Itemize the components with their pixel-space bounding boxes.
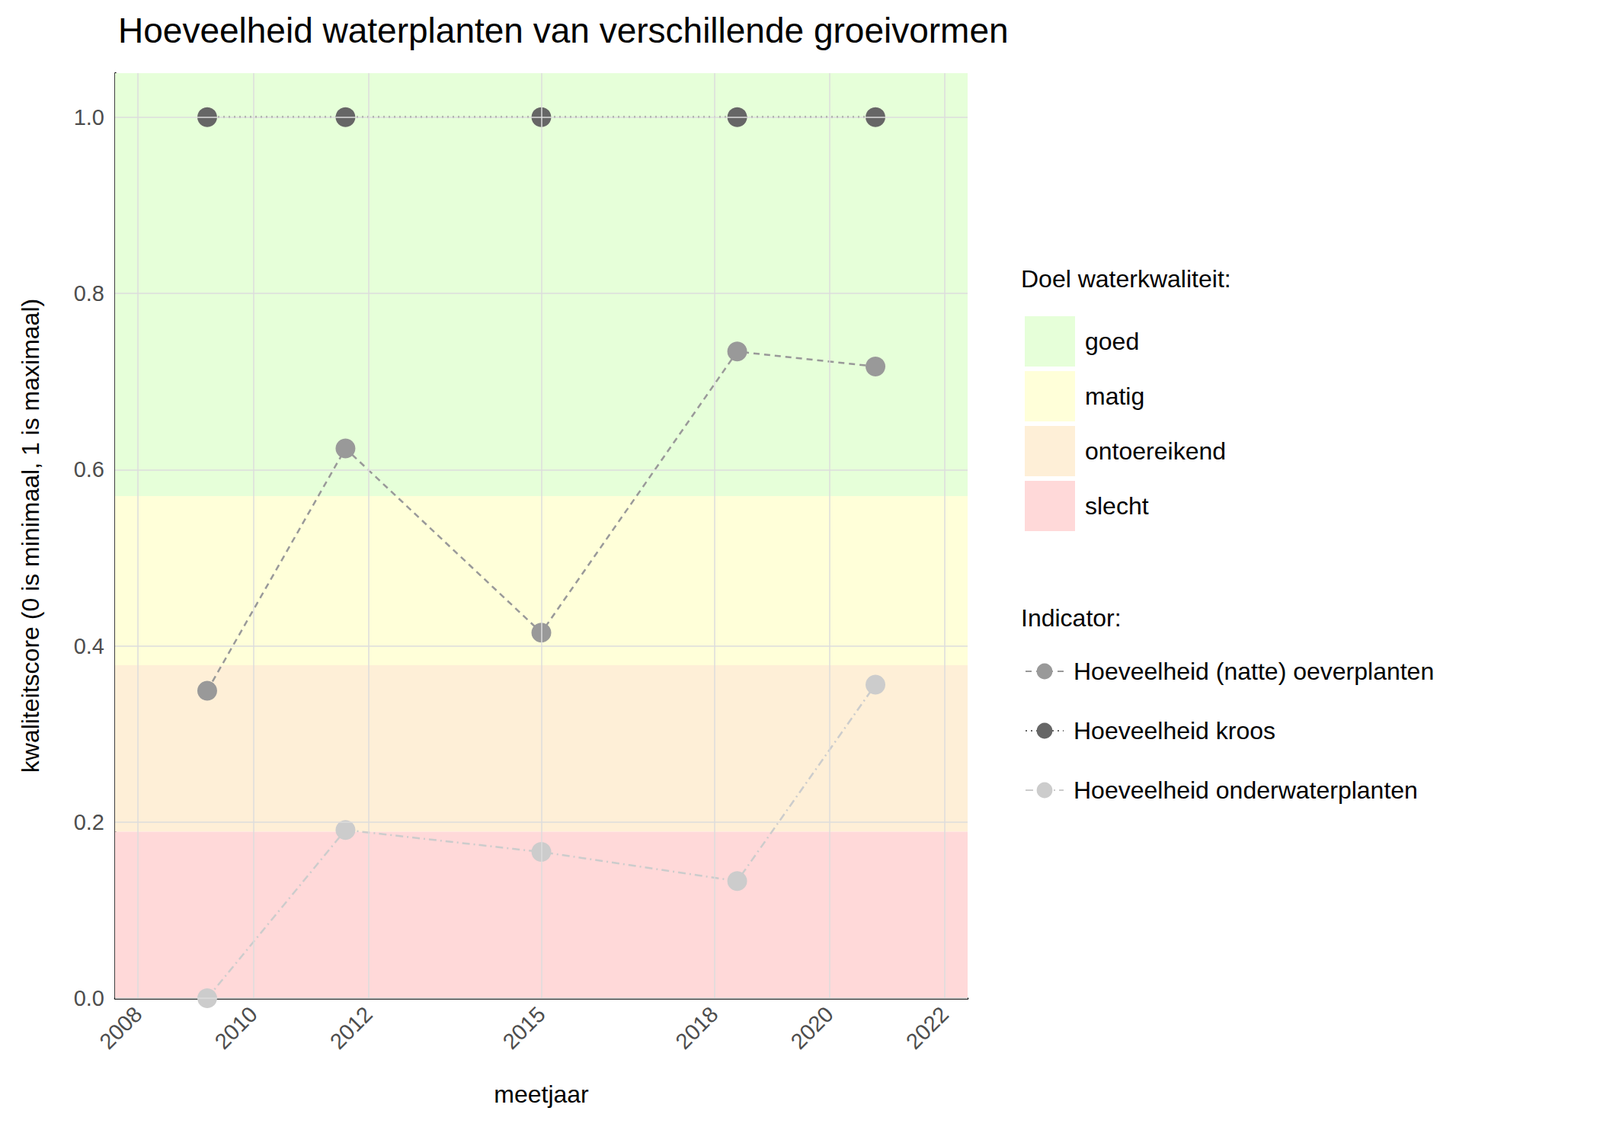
svg-text:2010: 2010 (210, 1001, 263, 1054)
svg-text:slecht: slecht (1084, 492, 1149, 520)
svg-text:goed: goed (1084, 327, 1140, 356)
svg-text:2022: 2022 (901, 1001, 954, 1054)
svg-text:ontoereikend: ontoereikend (1084, 437, 1226, 465)
svg-text:0.6: 0.6 (73, 457, 105, 482)
svg-text:0.0: 0.0 (73, 985, 105, 1011)
svg-text:0.2: 0.2 (73, 809, 105, 835)
svg-text:matig: matig (1084, 382, 1145, 410)
svg-text:Hoeveelheid kroos: Hoeveelheid kroos (1073, 716, 1276, 745)
svg-text:0.8: 0.8 (73, 281, 105, 306)
svg-text:Hoeveelheid onderwaterplanten: Hoeveelheid onderwaterplanten (1073, 776, 1418, 804)
svg-text:Doel waterkwaliteit:: Doel waterkwaliteit: (1020, 265, 1232, 293)
svg-text:meetjaar: meetjaar (493, 1080, 589, 1108)
svg-text:Indicator:: Indicator: (1020, 604, 1122, 632)
svg-text:2015: 2015 (498, 1001, 551, 1054)
svg-text:kwaliteitscore (0 is minimaal,: kwaliteitscore (0 is minimaal, 1 is maxi… (16, 298, 45, 773)
svg-text:1.0: 1.0 (73, 105, 105, 130)
svg-text:Hoeveelheid (natte) oeverplant: Hoeveelheid (natte) oeverplanten (1073, 657, 1434, 685)
svg-text:2012: 2012 (325, 1001, 378, 1054)
svg-text:Hoeveelheid waterplanten van v: Hoeveelheid waterplanten van verschillen… (118, 10, 1009, 51)
svg-text:2020: 2020 (786, 1001, 839, 1054)
svg-text:2018: 2018 (670, 1001, 723, 1054)
svg-text:2008: 2008 (94, 1001, 147, 1054)
svg-text:0.4: 0.4 (73, 633, 105, 659)
